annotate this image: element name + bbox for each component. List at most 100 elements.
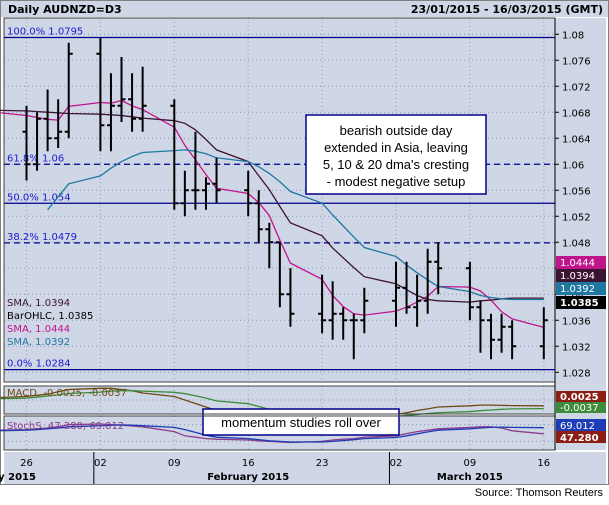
macd-tag <box>556 391 606 402</box>
last-value-text: 1.0444 <box>560 258 595 269</box>
y-tick-label: 1.064 <box>562 134 591 145</box>
ohlc-bar <box>465 261 474 321</box>
last-value-text: 1.0392 <box>560 284 595 295</box>
y-tick-label: 1.04 <box>562 290 584 301</box>
x-tick-label: 16 <box>537 458 550 469</box>
month-label: February 2015 <box>207 472 289 483</box>
main-panel <box>4 18 555 382</box>
last-value-text: 1.0394 <box>560 271 595 282</box>
stoch-tag-text: 69.012 <box>560 421 595 432</box>
fib-level-label: 50.0% 1.054 <box>7 192 71 203</box>
y-tick-label: 1.036 <box>562 316 591 327</box>
source-credit: Source: Thomson Reuters <box>474 487 603 499</box>
ohlc-bar <box>413 274 422 327</box>
ohlc-bar <box>497 313 506 353</box>
ohlc-bar <box>434 242 443 295</box>
ohlc-bar <box>318 274 327 334</box>
y-tick-label: 1.068 <box>562 108 591 119</box>
y-tick-label: 1.028 <box>562 368 591 379</box>
ohlc-bar <box>33 112 42 171</box>
ohlc-bar <box>423 248 432 314</box>
x-tick-label: 23 <box>316 458 329 469</box>
x-tick-label: 02 <box>390 458 403 469</box>
x-axis-panel <box>4 452 606 484</box>
macd-tag-text: 0.0025 <box>560 392 599 403</box>
legend-entry: SMA, 1.0444 <box>7 324 70 335</box>
ohlc-bar <box>487 313 496 360</box>
last-value-tag <box>556 256 606 269</box>
macd-label: MACD, -0.0025, -0.0037 <box>7 388 127 399</box>
last-value-tag <box>556 296 606 309</box>
macd-tag-text: -0.0037 <box>560 403 599 414</box>
fib-level-label: 0.0% 1.0284 <box>7 359 71 370</box>
stoch-line <box>0 424 544 443</box>
ohlc-bar <box>392 261 400 327</box>
y-tick-label: 1.076 <box>562 56 591 67</box>
y-tick-label: 1.056 <box>562 186 591 197</box>
y-tick-label: 1.08 <box>562 30 584 41</box>
ohlc-bar <box>275 241 284 308</box>
annotation-box <box>305 114 487 195</box>
y-tick-label: 1.072 <box>562 82 591 93</box>
ohlc-bar <box>191 131 200 210</box>
ohlc-bar <box>138 66 147 132</box>
stoch-tag <box>556 431 606 443</box>
ohlc-bar <box>254 190 263 243</box>
annotation-text: - modest negative setup <box>327 174 466 189</box>
y-tick-label: 1.032 <box>562 342 591 353</box>
ohlc-bar <box>106 73 115 152</box>
ohlc-bar <box>64 42 73 139</box>
date-range: 23/01/2015 - 16/03/2015 (GMT) <box>411 3 603 16</box>
x-tick-label: 09 <box>464 458 477 469</box>
ohlc-bar <box>180 170 189 217</box>
last-value-text: 1.0385 <box>560 298 599 309</box>
legend-entry: BarOHLC, 1.0385 <box>7 311 93 322</box>
macd-tag <box>556 402 606 413</box>
x-tick-label: 26 <box>20 458 33 469</box>
ohlc-bar <box>244 170 253 217</box>
fib-level-label: 100.0% 1.0795 <box>7 27 83 38</box>
ohlc-bar <box>54 99 63 148</box>
ohlc-bar <box>117 57 126 122</box>
ohlc-bar <box>508 320 517 360</box>
ohlc-bar <box>339 307 348 340</box>
ohlc-bar <box>43 89 52 152</box>
ohlc-bar <box>22 105 31 181</box>
ohlc-bar <box>286 268 295 327</box>
ohlc-bar <box>212 157 221 204</box>
x-tick-label: 09 <box>168 458 181 469</box>
y-tick-label: 1.052 <box>562 212 591 223</box>
stoch-tag <box>556 419 606 431</box>
last-value-tag <box>556 269 606 282</box>
y-tick-label: 1.048 <box>562 238 591 249</box>
ohlc-bar <box>349 313 358 360</box>
stoch-label: StochS, 47.280, 69.012 <box>7 421 124 432</box>
ohlc-bar <box>265 222 274 269</box>
annotation-text: bearish outside day <box>340 123 453 138</box>
chart-title: Daily AUDNZD=D3 <box>8 3 122 16</box>
ohlc-bar <box>328 281 337 340</box>
x-tick-label: 02 <box>94 458 107 469</box>
ohlc-bar <box>170 99 179 210</box>
sma-line <box>47 149 544 301</box>
y-tick-label: 1.06 <box>562 160 584 171</box>
annotation-box <box>202 408 400 436</box>
annotation-text: extended in Asia, leaving <box>324 140 468 155</box>
ohlc-bar <box>476 300 485 353</box>
fib-level-label: 38.2% 1.0479 <box>7 232 77 243</box>
stoch-tag-text: 47.280 <box>560 433 599 444</box>
ohlc-bar <box>96 37 105 152</box>
header-bar <box>0 0 609 17</box>
fib-level-label: 61.8% 1.06 <box>7 153 64 164</box>
last-value-tag <box>556 282 606 295</box>
ohlc-bar <box>539 307 548 360</box>
ohlc-bar <box>360 287 369 334</box>
y-axis-panel <box>555 18 606 450</box>
legend-entry: SMA, 1.0392 <box>7 337 70 348</box>
month-label: March 2015 <box>437 472 503 483</box>
ohlc-bar <box>402 261 411 314</box>
annotation-text: 5, 10 & 20 dma's cresting <box>323 157 469 172</box>
ohlc-bar <box>201 177 210 210</box>
